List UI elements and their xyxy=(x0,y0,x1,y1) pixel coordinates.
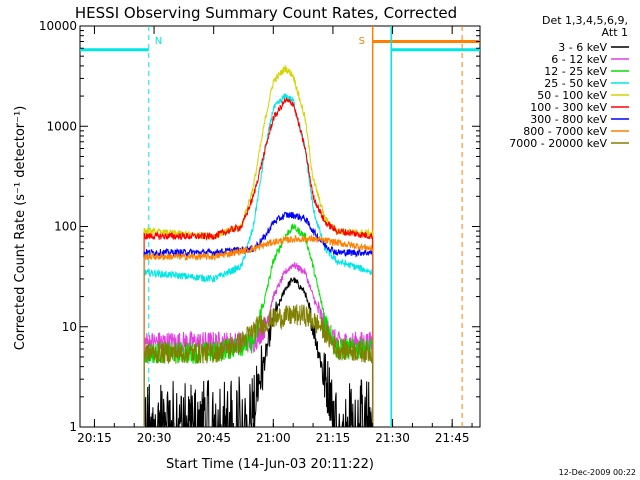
x-tick-label-20-15: 20:15 xyxy=(77,431,112,445)
legend-label-6-12-kev: 6 - 12 keV xyxy=(551,53,607,66)
legend-label-50-100-kev: 50 - 100 keV xyxy=(537,89,607,102)
legend-label-100-300-kev: 100 - 300 keV xyxy=(530,101,607,114)
y-tick-label-100: 100 xyxy=(54,220,77,234)
axes: 20:15 20:30 20:45 21:00 21:15 21:30 21:45 1 10 10… xyxy=(39,19,480,445)
legend-header-1: Det 1,3,4,5,6,9, xyxy=(542,14,628,27)
series-line-7000-20000-kev xyxy=(143,304,374,427)
y-tick-label-10: 10 xyxy=(62,320,77,334)
x-tick-label-20-30: 20:30 xyxy=(137,431,172,445)
legend-label-7000-20000-kev: 7000 - 20000 keV xyxy=(509,137,607,150)
series-line-800-7000-kev xyxy=(143,234,374,427)
plot-frame xyxy=(79,25,481,428)
x-tick-label-20-45: 20:45 xyxy=(196,431,231,445)
legend-label-3-6-kev: 3 - 6 keV xyxy=(558,41,607,54)
legend-label-800-7000-kev: 800 - 7000 keV xyxy=(523,125,607,138)
legend-label-300-800-kev: 300 - 800 keV xyxy=(530,113,607,126)
y-tick-label-1: 1 xyxy=(69,420,77,434)
series-line-3-6-kev xyxy=(143,277,374,428)
series-line-100-300-kev xyxy=(143,96,374,427)
marker-label-s: S xyxy=(359,36,365,47)
series-line-25-50-kev xyxy=(143,93,374,427)
legend-label-12-25-kev: 12 - 25 keV xyxy=(544,65,607,78)
y-axis-label: Corrected Count Rate (s⁻¹ detector⁻¹) xyxy=(13,106,28,351)
x-axis-label: Start Time (14-Jun-03 20:11:22) xyxy=(166,457,374,472)
footer-date: 12-Dec-2009 00:22 xyxy=(559,468,636,477)
legend-header-2: Att 1 xyxy=(602,26,628,39)
chart-title: HESSI Observing Summary Count Rates, Cor… xyxy=(75,4,457,22)
x-tick-label-21-00: 21:00 xyxy=(256,431,291,445)
y-tick-label-1000: 1000 xyxy=(46,119,77,133)
x-tick-label-21-45: 21:45 xyxy=(435,431,470,445)
x-tick-label-21-30: 21:30 xyxy=(375,431,410,445)
legend-label-25-50-kev: 25 - 50 keV xyxy=(544,77,607,90)
marker-label-n: N xyxy=(155,36,162,47)
x-tick-label-21-15: 21:15 xyxy=(316,431,351,445)
y-tick-label-10000: 10000 xyxy=(39,19,77,33)
